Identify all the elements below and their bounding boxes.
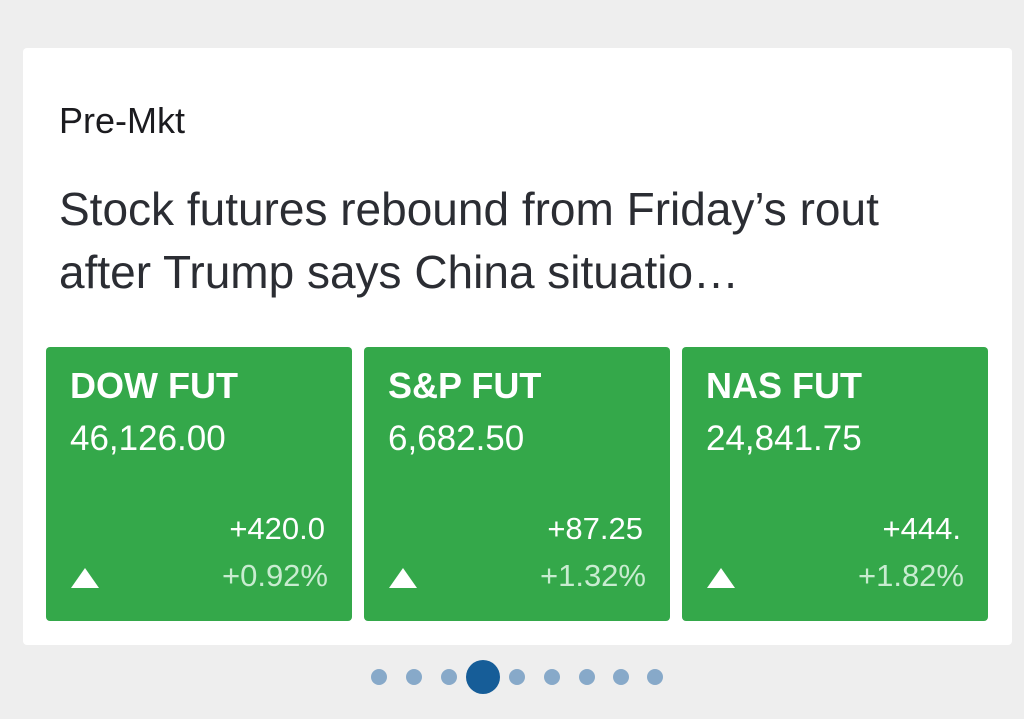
tile-name: S&P FUT	[388, 365, 542, 406]
pager-dot[interactable]	[579, 669, 595, 685]
section-label: Pre-Mkt	[59, 100, 185, 141]
pager-dot[interactable]	[647, 669, 663, 685]
pager-dot[interactable]	[544, 669, 560, 685]
tile-change: +87.25	[547, 511, 643, 546]
tile-change: +444.	[882, 511, 961, 546]
tile-percent: +0.92%	[221, 558, 328, 593]
pager-dot[interactable]	[509, 669, 525, 685]
tile-price: 24,841.75	[706, 419, 862, 458]
pager-dot[interactable]	[406, 669, 422, 685]
pager-dot[interactable]	[441, 669, 457, 685]
pager-dot[interactable]	[613, 669, 629, 685]
tile-price: 6,682.50	[388, 419, 525, 458]
news-card[interactable]: Pre-Mkt Stock futures rebound from Frida…	[23, 48, 1012, 645]
tile-percent: +1.32%	[539, 558, 646, 593]
up-arrow	[389, 568, 417, 588]
tile-price: 46,126.00	[70, 419, 226, 458]
pager-dots	[371, 660, 663, 694]
pager-dot-active[interactable]	[466, 660, 500, 694]
market-tile[interactable]: DOW FUT 46,126.00 +420.0 +0.92%	[46, 347, 352, 621]
headline[interactable]: Stock futures rebound from Friday’s rout…	[59, 183, 879, 298]
tile-name: NAS FUT	[706, 365, 862, 406]
tile-change: +420.0	[229, 511, 325, 546]
market-tile[interactable]: NAS FUT 24,841.75 +444. +1.82%	[682, 347, 988, 621]
up-arrow	[707, 568, 735, 588]
tile-name: DOW FUT	[70, 365, 238, 406]
up-arrow	[71, 568, 99, 588]
market-tile[interactable]: S&P FUT 6,682.50 +87.25 +1.32%	[364, 347, 670, 621]
tile-percent: +1.82%	[857, 558, 964, 593]
pager-dot[interactable]	[371, 669, 387, 685]
